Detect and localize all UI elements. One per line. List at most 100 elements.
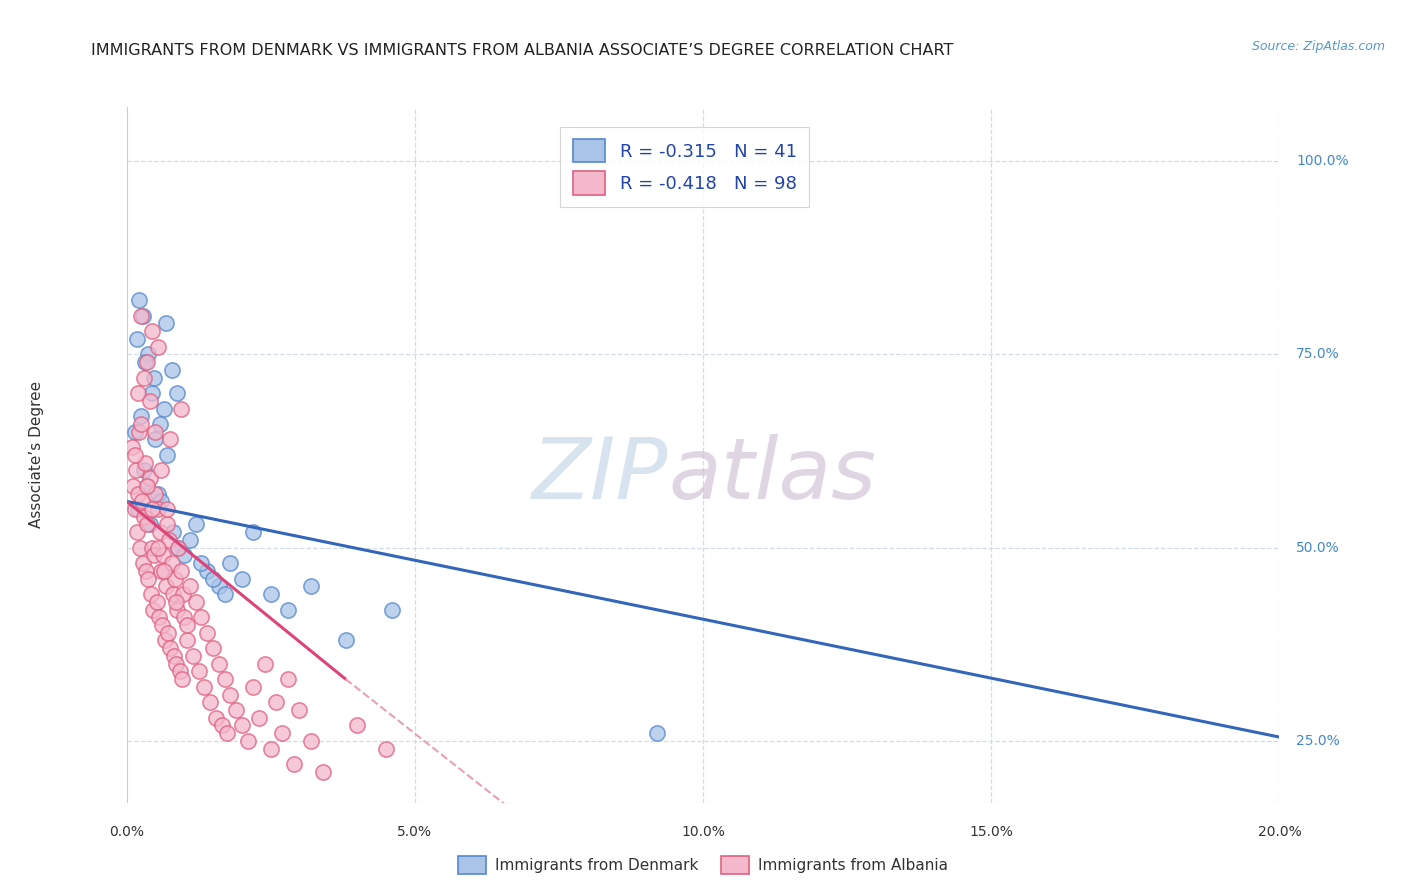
- Point: [132, 463, 155, 477]
- Text: 15.0%: 15.0%: [969, 825, 1014, 839]
- Point: [184, 517, 207, 532]
- Point: [156, 502, 179, 516]
- Point: [231, 718, 253, 732]
- Point: [173, 549, 195, 563]
- Point: [299, 734, 322, 748]
- Point: [129, 409, 152, 424]
- Point: [208, 579, 231, 593]
- Text: 20.0%: 20.0%: [1257, 825, 1302, 839]
- Point: [128, 425, 150, 439]
- Point: [162, 525, 184, 540]
- Point: [170, 401, 193, 416]
- Point: [170, 672, 193, 686]
- Text: atlas: atlas: [668, 434, 876, 517]
- Point: [208, 657, 231, 671]
- Point: [299, 579, 322, 593]
- Point: [159, 433, 181, 447]
- Point: [148, 340, 170, 354]
- Legend: R = -0.315   N = 41, R = -0.418   N = 98: R = -0.315 N = 41, R = -0.418 N = 98: [560, 127, 810, 207]
- Text: 25.0%: 25.0%: [1296, 734, 1340, 748]
- Point: [122, 479, 145, 493]
- Point: [125, 332, 148, 346]
- Point: [167, 541, 190, 555]
- Point: [153, 401, 176, 416]
- Point: [131, 309, 153, 323]
- Point: [143, 549, 166, 563]
- Point: [150, 494, 173, 508]
- Point: [124, 425, 146, 439]
- Point: [128, 293, 150, 308]
- Text: 5.0%: 5.0%: [398, 825, 432, 839]
- Point: [169, 665, 191, 679]
- Point: [217, 726, 239, 740]
- Point: [150, 618, 173, 632]
- Point: [142, 602, 165, 616]
- Point: [135, 564, 157, 578]
- Text: ZIP: ZIP: [531, 434, 668, 517]
- Point: [138, 572, 160, 586]
- Point: [125, 463, 148, 477]
- Point: [138, 393, 160, 408]
- Point: [141, 541, 163, 555]
- Point: [127, 502, 149, 516]
- Point: [381, 602, 404, 616]
- Point: [150, 463, 173, 477]
- Point: [127, 386, 149, 401]
- Point: [242, 680, 264, 694]
- Point: [311, 764, 333, 779]
- Point: [146, 502, 169, 516]
- Text: 50.0%: 50.0%: [1296, 541, 1340, 555]
- Point: [170, 564, 193, 578]
- Point: [135, 479, 157, 493]
- Point: [277, 602, 299, 616]
- Point: [129, 541, 152, 555]
- Point: [131, 556, 153, 570]
- Point: [166, 386, 188, 401]
- Point: [135, 355, 157, 369]
- Point: [136, 517, 159, 532]
- Point: [202, 641, 225, 656]
- Point: [129, 309, 152, 323]
- Point: [141, 324, 163, 338]
- Point: [176, 633, 198, 648]
- Point: [145, 425, 166, 439]
- Point: [134, 355, 156, 369]
- Point: [156, 517, 179, 532]
- Point: [253, 657, 276, 671]
- Point: [162, 587, 184, 601]
- Point: [149, 525, 172, 540]
- Text: IMMIGRANTS FROM DENMARK VS IMMIGRANTS FROM ALBANIA ASSOCIATE’S DEGREE CORRELATIO: IMMIGRANTS FROM DENMARK VS IMMIGRANTS FR…: [91, 43, 953, 58]
- Point: [148, 541, 170, 555]
- Point: [190, 556, 212, 570]
- Point: [271, 726, 294, 740]
- Point: [131, 494, 153, 508]
- Text: 10.0%: 10.0%: [681, 825, 725, 839]
- Point: [184, 595, 207, 609]
- Point: [163, 648, 186, 663]
- Point: [219, 688, 242, 702]
- Point: [242, 525, 264, 540]
- Point: [193, 680, 215, 694]
- Point: [214, 672, 236, 686]
- Point: [277, 672, 299, 686]
- Point: [187, 665, 209, 679]
- Point: [143, 370, 166, 384]
- Point: [157, 533, 180, 547]
- Point: [283, 757, 305, 772]
- Point: [148, 610, 170, 624]
- Point: [145, 595, 167, 609]
- Point: [346, 718, 368, 732]
- Point: [152, 549, 174, 563]
- Point: [153, 564, 176, 578]
- Text: Source: ZipAtlas.com: Source: ZipAtlas.com: [1251, 40, 1385, 54]
- Point: [138, 347, 160, 361]
- Point: [134, 456, 156, 470]
- Point: [148, 486, 170, 500]
- Point: [160, 556, 183, 570]
- Point: [149, 417, 172, 431]
- Point: [121, 440, 143, 454]
- Point: [141, 502, 163, 516]
- Point: [167, 541, 190, 555]
- Point: [150, 564, 173, 578]
- Point: [195, 564, 218, 578]
